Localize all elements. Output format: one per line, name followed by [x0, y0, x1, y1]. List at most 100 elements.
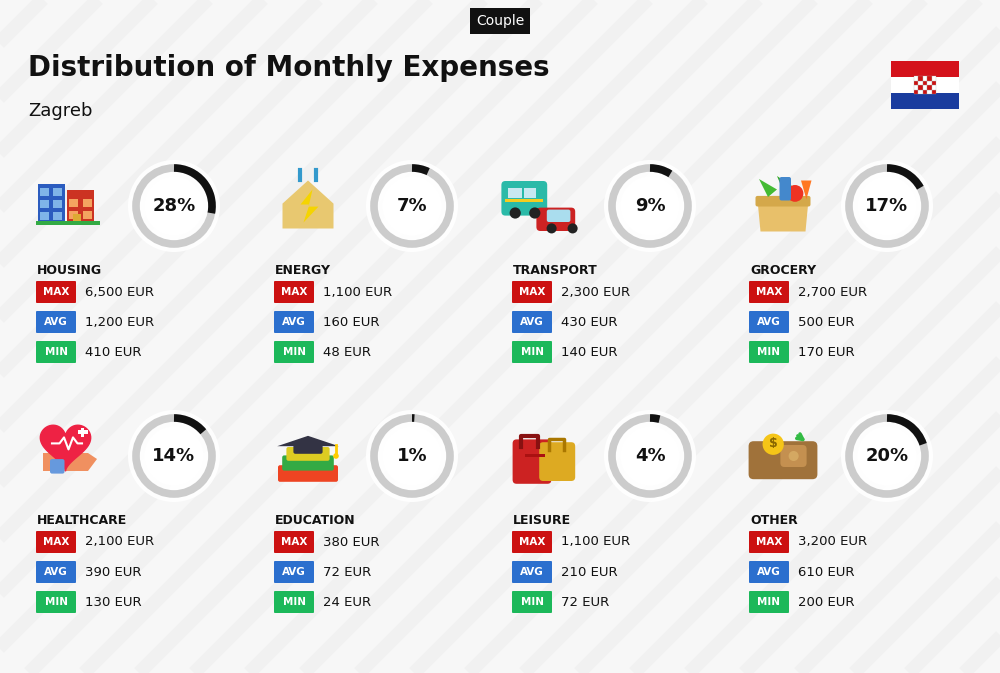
Circle shape: [529, 207, 540, 219]
Text: AVG: AVG: [44, 567, 68, 577]
Text: 200 EUR: 200 EUR: [798, 596, 854, 608]
FancyBboxPatch shape: [282, 456, 334, 470]
Circle shape: [366, 160, 458, 252]
Circle shape: [763, 433, 784, 455]
Circle shape: [382, 176, 442, 236]
Circle shape: [620, 176, 680, 236]
Bar: [914, 85, 918, 90]
Text: $: $: [769, 437, 778, 450]
Text: 4%: 4%: [635, 447, 665, 465]
FancyBboxPatch shape: [547, 209, 570, 222]
Bar: [69, 199, 78, 207]
Bar: [83, 211, 92, 219]
Text: MAX: MAX: [43, 537, 69, 547]
FancyBboxPatch shape: [749, 591, 789, 613]
Circle shape: [789, 451, 799, 461]
Text: MIN: MIN: [521, 347, 544, 357]
Circle shape: [144, 427, 204, 486]
FancyBboxPatch shape: [512, 341, 552, 363]
Text: 210 EUR: 210 EUR: [561, 565, 618, 579]
Text: 72 EUR: 72 EUR: [323, 565, 371, 579]
Text: 1%: 1%: [397, 447, 427, 465]
Bar: [53, 212, 62, 220]
Text: MIN: MIN: [521, 597, 544, 607]
Text: AVG: AVG: [757, 567, 781, 577]
FancyBboxPatch shape: [512, 561, 552, 583]
Bar: [914, 90, 918, 94]
Text: 9%: 9%: [635, 197, 665, 215]
Text: AVG: AVG: [282, 567, 306, 577]
FancyBboxPatch shape: [36, 341, 76, 363]
Circle shape: [510, 207, 521, 219]
Text: ENERGY: ENERGY: [275, 264, 331, 277]
Bar: [932, 76, 936, 81]
Circle shape: [604, 410, 696, 502]
Bar: [927, 76, 932, 81]
Text: MAX: MAX: [519, 537, 545, 547]
Text: Couple: Couple: [476, 14, 524, 28]
Text: AVG: AVG: [520, 317, 544, 327]
Bar: [38, 184, 65, 223]
Text: 380 EUR: 380 EUR: [323, 536, 380, 548]
FancyBboxPatch shape: [512, 311, 552, 333]
Text: MAX: MAX: [756, 287, 782, 297]
Circle shape: [333, 453, 339, 459]
Circle shape: [841, 410, 933, 502]
Text: 24 EUR: 24 EUR: [323, 596, 371, 608]
FancyBboxPatch shape: [749, 311, 789, 333]
Bar: [932, 81, 936, 85]
Text: GROCERY: GROCERY: [750, 264, 816, 277]
Circle shape: [128, 410, 220, 502]
Polygon shape: [283, 180, 334, 229]
Bar: [918, 90, 923, 94]
Text: AVG: AVG: [282, 317, 306, 327]
Text: MAX: MAX: [519, 287, 545, 297]
Bar: [891, 93, 959, 109]
Bar: [927, 90, 932, 94]
FancyBboxPatch shape: [512, 281, 552, 303]
Bar: [525, 454, 545, 458]
FancyBboxPatch shape: [274, 591, 314, 613]
Bar: [932, 90, 936, 94]
Text: MIN: MIN: [283, 347, 306, 357]
FancyBboxPatch shape: [274, 311, 314, 333]
Circle shape: [787, 185, 803, 202]
Text: 130 EUR: 130 EUR: [85, 596, 142, 608]
FancyBboxPatch shape: [512, 531, 552, 553]
Text: 160 EUR: 160 EUR: [323, 316, 380, 328]
Text: 1,100 EUR: 1,100 EUR: [323, 285, 392, 299]
Text: 140 EUR: 140 EUR: [561, 345, 618, 359]
Text: 410 EUR: 410 EUR: [85, 345, 142, 359]
Text: 1,100 EUR: 1,100 EUR: [561, 536, 630, 548]
Text: 2,300 EUR: 2,300 EUR: [561, 285, 630, 299]
Bar: [891, 61, 959, 77]
Text: 2,100 EUR: 2,100 EUR: [85, 536, 154, 548]
Text: 3,200 EUR: 3,200 EUR: [798, 536, 867, 548]
Bar: [83, 199, 92, 207]
FancyBboxPatch shape: [780, 177, 791, 201]
Circle shape: [620, 427, 680, 486]
Circle shape: [366, 410, 458, 502]
FancyBboxPatch shape: [501, 181, 547, 215]
Text: EDUCATION: EDUCATION: [275, 513, 356, 526]
Text: 20%: 20%: [865, 447, 909, 465]
Circle shape: [144, 176, 204, 236]
Text: LEISURE: LEISURE: [513, 513, 571, 526]
Circle shape: [128, 160, 220, 252]
Bar: [891, 77, 959, 93]
Bar: [40, 212, 49, 220]
Text: 17%: 17%: [865, 197, 909, 215]
Circle shape: [857, 176, 917, 236]
Bar: [508, 188, 522, 198]
Text: AVG: AVG: [520, 567, 544, 577]
FancyBboxPatch shape: [749, 281, 789, 303]
Bar: [923, 90, 927, 94]
FancyBboxPatch shape: [512, 591, 552, 613]
FancyBboxPatch shape: [36, 591, 76, 613]
FancyBboxPatch shape: [50, 459, 64, 474]
Text: 7%: 7%: [397, 197, 427, 215]
Text: OTHER: OTHER: [750, 513, 798, 526]
Bar: [81, 429, 84, 437]
Text: MAX: MAX: [756, 537, 782, 547]
Bar: [40, 200, 49, 208]
